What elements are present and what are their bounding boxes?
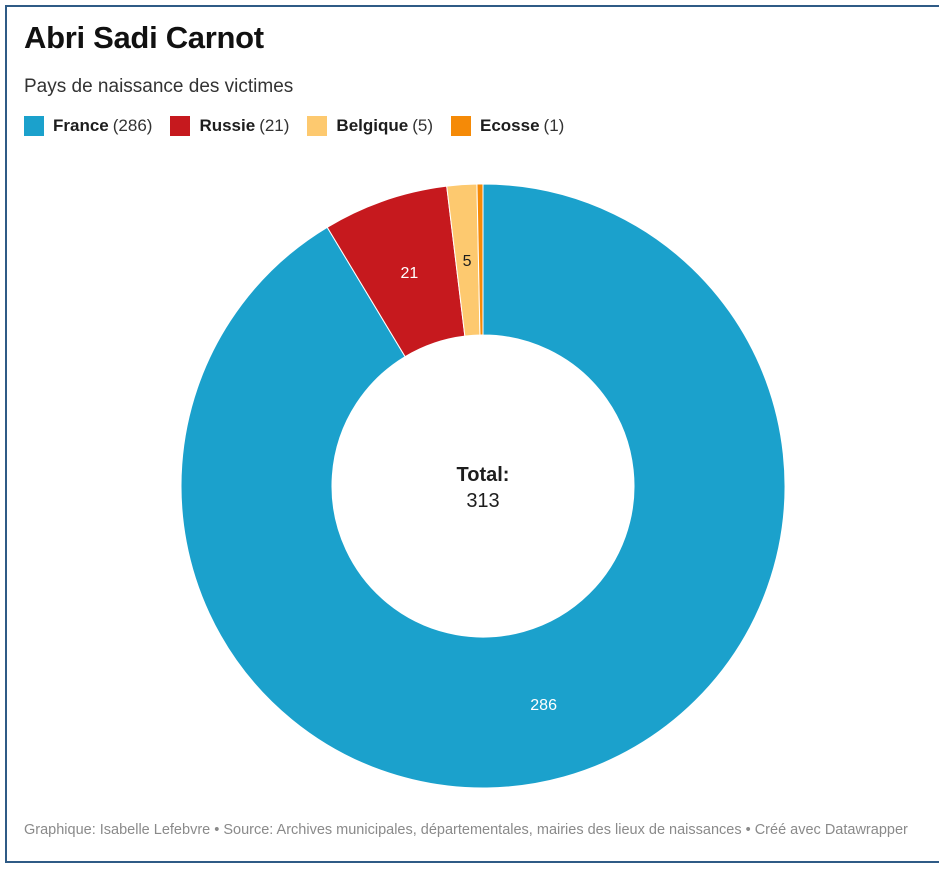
legend-item-france: France (286): [24, 116, 152, 136]
center-total-label: Total:: [457, 464, 510, 486]
legend-count-ecosse: (1): [543, 116, 565, 135]
chart-title: Abri Sadi Carnot: [24, 20, 264, 55]
donut-slices: [180, 183, 786, 789]
legend-item-ecosse: Ecosse (1): [451, 116, 564, 136]
legend-swatch-russie: [170, 116, 191, 136]
legend: France (286) Russie (21) Belgique (5) Ec…: [24, 116, 582, 136]
legend-count-france: (286): [112, 116, 153, 135]
legend-label-belgique: Belgique: [336, 116, 409, 135]
center-total-value: 313: [466, 490, 499, 512]
legend-count-russie: (21): [259, 116, 290, 135]
legend-swatch-belgique: [307, 116, 328, 136]
slice-ecosse: [476, 183, 484, 336]
slice-label-france: 286: [530, 697, 557, 714]
legend-label-france: France: [53, 116, 109, 135]
slice-france: [180, 183, 786, 789]
legend-count-belgique: (5): [412, 116, 433, 135]
slice-label-belgique: 5: [463, 253, 472, 270]
legend-item-russie: Russie (21): [170, 116, 289, 136]
chart-footer: Graphique: Isabelle Lefebvre • Source: A…: [24, 822, 908, 838]
legend-swatch-france: [24, 116, 44, 136]
donut-slice-labels: 286 21 5: [400, 253, 557, 714]
legend-swatch-ecosse: [451, 116, 471, 136]
chart-frame: [5, 5, 939, 863]
legend-label-ecosse: Ecosse: [480, 116, 540, 135]
legend-item-belgique: Belgique (5): [307, 116, 433, 136]
chart-subtitle: Pays de naissance des victimes: [24, 76, 294, 97]
legend-label-russie: Russie: [199, 116, 256, 135]
slice-label-russie: 21: [400, 265, 418, 282]
